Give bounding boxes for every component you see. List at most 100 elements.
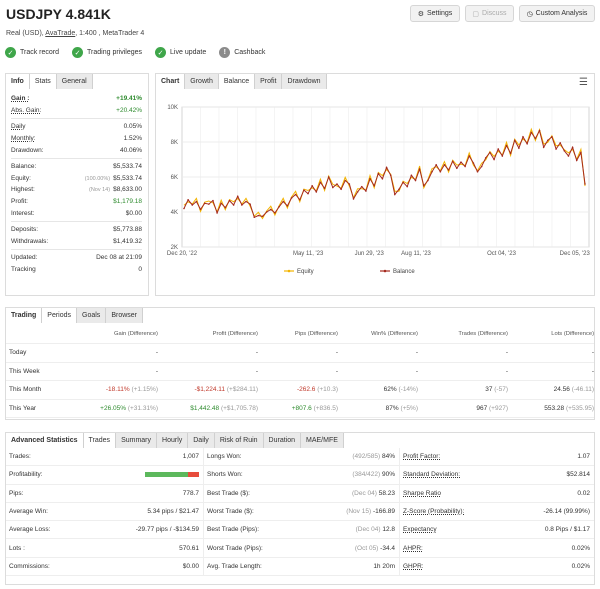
balance-point bbox=[439, 170, 442, 173]
tab-trading[interactable]: Trading bbox=[6, 308, 43, 323]
tab-drawdown[interactable]: Drawdown bbox=[282, 74, 327, 89]
info-value-text: +20.42% bbox=[116, 106, 142, 114]
info-value: +20.42% bbox=[116, 107, 142, 114]
balance-point bbox=[257, 214, 260, 217]
balance-point bbox=[356, 191, 359, 193]
broker-link[interactable]: AvaTrade bbox=[45, 30, 76, 37]
tab-growth[interactable]: Growth bbox=[185, 74, 219, 89]
chart-panel: Chart Growth Balance Profit Drawdown ☰ 1… bbox=[155, 73, 595, 296]
period-value: - bbox=[155, 349, 158, 357]
period-diff: (-57) bbox=[494, 386, 508, 394]
badge-track-record[interactable]: ✓ Track record bbox=[5, 47, 59, 58]
legend-equity-label: Equity bbox=[297, 269, 314, 275]
tab-browser[interactable]: Browser bbox=[106, 308, 143, 323]
adv-col-1: Average Loss: -29.77 pips / -$134.59 bbox=[6, 521, 204, 539]
adv-col-1: Pips: 778.7 bbox=[6, 484, 204, 502]
tab-periods[interactable]: Periods bbox=[42, 308, 78, 323]
badge-label: Live update bbox=[170, 49, 207, 56]
account-subtitle: Real (USD), AvaTrade, 1:400 , MetaTrader… bbox=[6, 30, 144, 37]
adv-label: Sharpe Ratio bbox=[403, 489, 441, 497]
balance-point bbox=[493, 158, 495, 161]
period-cell: -18.11% (+1.15%) bbox=[68, 386, 158, 393]
balance-point bbox=[241, 204, 243, 206]
period-value: 967 bbox=[476, 404, 488, 412]
chart-settings-icon[interactable]: ☰ bbox=[579, 77, 588, 88]
tab-duration[interactable]: Duration bbox=[263, 433, 302, 448]
adv-value: -34.4 bbox=[380, 544, 395, 552]
adv-value-wrap: (Oct 05) -34.4 bbox=[355, 545, 395, 552]
badge-live-update[interactable]: ✓ Live update bbox=[155, 47, 206, 58]
period-cell: 37 (-57) bbox=[418, 386, 508, 393]
adv-note: (Dec 04) bbox=[351, 489, 377, 497]
column-header: Lots (Difference) bbox=[551, 330, 594, 337]
balance-point bbox=[303, 189, 305, 191]
badge-trading-privileges[interactable]: ✓ Trading privileges bbox=[72, 47, 142, 58]
balance-point bbox=[323, 187, 326, 190]
adv-value: 12.8 bbox=[382, 526, 395, 534]
info-value-text: 40.06% bbox=[119, 146, 142, 154]
adv-label: Pips: bbox=[9, 489, 24, 497]
badge-cashback[interactable]: ! Cashback bbox=[219, 47, 265, 58]
balance-point bbox=[538, 129, 541, 132]
tab-risk-of-ruin[interactable]: Risk of Ruin bbox=[214, 433, 264, 448]
balance-series-line bbox=[183, 129, 586, 218]
balance-point bbox=[542, 146, 545, 149]
balance-point bbox=[319, 181, 322, 184]
balance-point bbox=[394, 193, 396, 196]
info-row: Balance: $5,533.74 bbox=[11, 161, 142, 173]
tab-profit[interactable]: Profit bbox=[255, 74, 283, 89]
tab-advanced-statistics[interactable]: Advanced Statistics bbox=[6, 433, 84, 448]
trading-tabs: Trading Periods Goals Browser bbox=[6, 308, 594, 323]
tab-daily[interactable]: Daily bbox=[188, 433, 215, 448]
adv-col-1: Average Win: 5.34 pips / $21.47 bbox=[6, 502, 204, 521]
tab-mae-mfe[interactable]: MAE/MFE bbox=[301, 433, 344, 448]
balance-point bbox=[584, 183, 586, 185]
balance-point bbox=[228, 199, 231, 202]
balance-point bbox=[431, 170, 433, 173]
adv-value-wrap: (Dec 04) 58.23 bbox=[352, 490, 395, 497]
advanced-row: Average Win: 5.34 pips / $21.47 Worst Trad… bbox=[6, 502, 594, 522]
tab-balance[interactable]: Balance bbox=[218, 74, 256, 89]
info-label: Updated: bbox=[11, 254, 38, 262]
adv-note: (384/422) bbox=[352, 471, 381, 479]
tab-chart[interactable]: Chart bbox=[156, 74, 186, 89]
badge-bar: ✓ Track record ✓ Trading privileges ✓ Live … bbox=[5, 47, 278, 58]
adv-value: 1h 20m bbox=[373, 562, 395, 570]
tab-general[interactable]: General bbox=[56, 74, 93, 89]
adv-label: Trades: bbox=[9, 453, 31, 461]
adv-col-1: Lots : 570.61 bbox=[6, 539, 204, 557]
period-row: This Year +26.05% (+31.31%) $1,442.48 (+$1… bbox=[6, 400, 594, 418]
column-header: Gain (Difference) bbox=[113, 330, 158, 337]
info-row: Profit: $1,179.18 bbox=[11, 196, 142, 208]
period-cell: - bbox=[158, 368, 258, 375]
info-label: Interest: bbox=[11, 209, 35, 217]
period-value: -$1,224.11 bbox=[194, 386, 226, 394]
balance-point bbox=[249, 203, 251, 205]
tab-stats[interactable]: Stats bbox=[29, 74, 57, 89]
info-value-text: +19.41% bbox=[116, 95, 142, 103]
period-diff: (-14%) bbox=[398, 386, 418, 394]
period-value: - bbox=[255, 367, 258, 375]
info-label: Drawdown: bbox=[11, 146, 44, 154]
settings-button[interactable]: ⚙ Settings bbox=[410, 5, 460, 22]
tab-summary[interactable]: Summary bbox=[116, 433, 158, 448]
divider bbox=[11, 118, 142, 120]
balance-point bbox=[385, 166, 388, 169]
balance-point bbox=[435, 163, 437, 166]
custom-analysis-button[interactable]: ◷ Custom Analysis bbox=[519, 5, 595, 22]
tab-info[interactable]: Info bbox=[6, 74, 30, 89]
tab-hourly[interactable]: Hourly bbox=[157, 433, 189, 448]
period-value: - bbox=[155, 367, 158, 375]
tab-trades[interactable]: Trades bbox=[83, 433, 117, 448]
tab-goals[interactable]: Goals bbox=[77, 308, 107, 323]
period-row: This Month -18.11% (+1.15%) -$1,224.11 (+$… bbox=[6, 381, 594, 400]
advanced-row: Trades: 1,007 Longs Won: (492/585) 84% Profi… bbox=[6, 448, 594, 467]
adv-label: Expectancy bbox=[403, 526, 437, 534]
discuss-button[interactable]: ▢ Discuss bbox=[465, 5, 514, 22]
divider bbox=[11, 249, 142, 251]
adv-value-wrap: (492/585) 84% bbox=[352, 453, 395, 460]
adv-label: GHPR: bbox=[403, 562, 424, 570]
balance-point bbox=[216, 212, 218, 214]
adv-col-1: Profitability: bbox=[6, 466, 204, 484]
